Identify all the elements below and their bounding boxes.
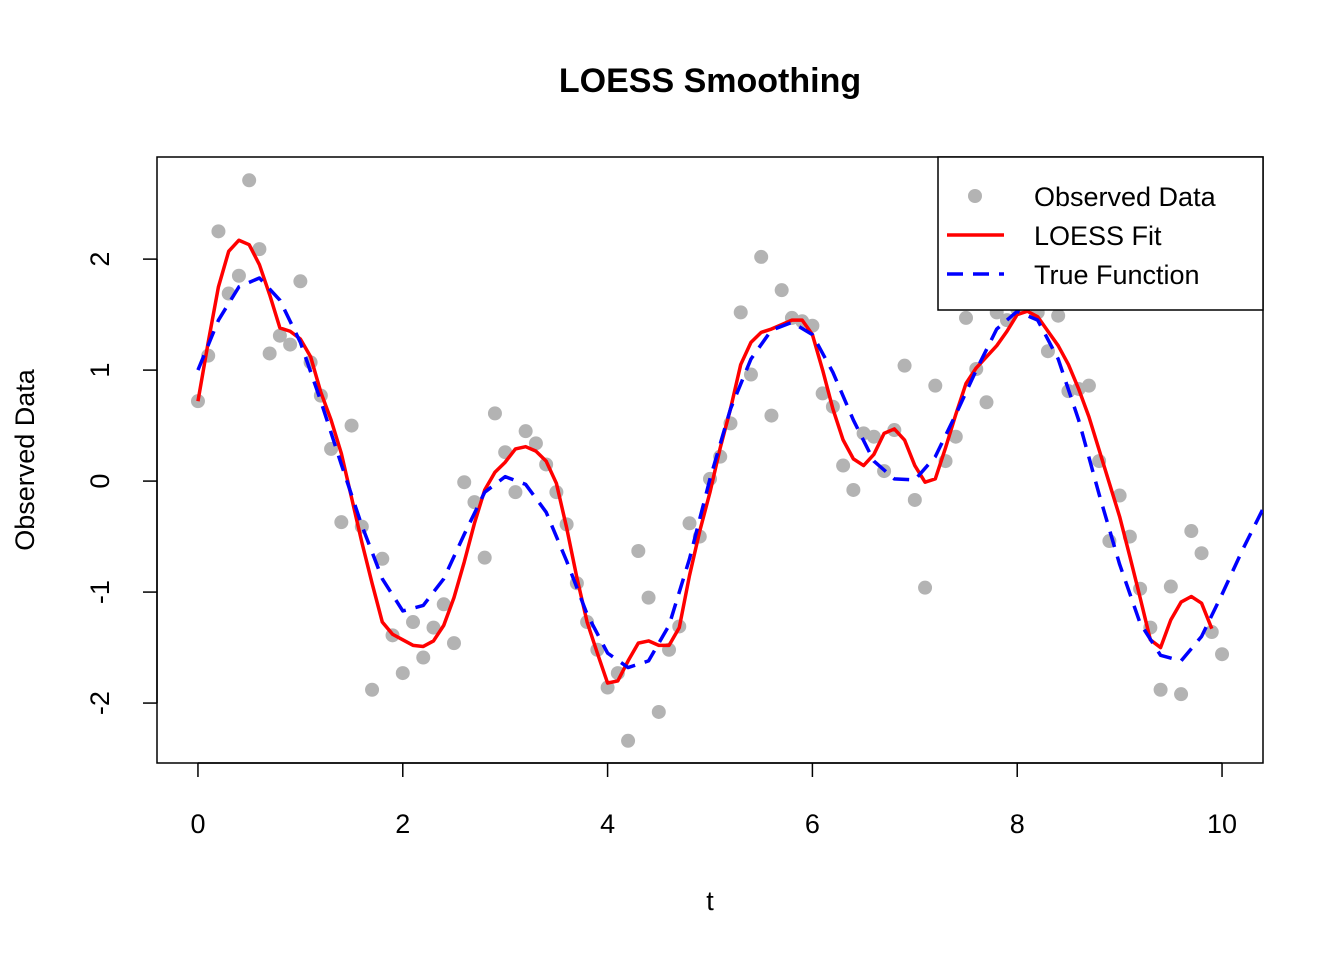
data-point	[682, 516, 697, 531]
data-point	[436, 597, 451, 612]
data-point	[508, 485, 523, 500]
data-point	[528, 436, 543, 451]
data-point	[1163, 579, 1178, 594]
data-line	[196, 238, 1214, 685]
data-point	[1184, 524, 1199, 539]
data-point	[1215, 647, 1230, 662]
y-tick-label: -2	[85, 691, 115, 715]
data-point	[211, 224, 226, 239]
data-point	[959, 310, 974, 325]
data-point	[518, 424, 533, 439]
data-point	[252, 242, 267, 257]
data-point	[344, 418, 359, 433]
y-axis-label: Observed Data	[10, 368, 40, 551]
data-point	[334, 515, 349, 530]
data-point	[1194, 546, 1209, 561]
chart-title: LOESS Smoothing	[559, 62, 861, 100]
data-point	[743, 367, 758, 382]
x-tick-label: 4	[600, 809, 615, 839]
data-point	[651, 704, 666, 719]
data-point	[1174, 687, 1189, 702]
data-point	[1153, 682, 1168, 697]
data-point	[406, 615, 421, 630]
data-point	[262, 346, 277, 361]
data-point	[774, 283, 789, 298]
data-point	[918, 580, 933, 595]
x-tick-label: 2	[395, 809, 410, 839]
x-tick-label: 6	[805, 809, 820, 839]
data-point	[764, 408, 779, 423]
data-point	[375, 551, 390, 566]
legend-label: True Function	[1034, 260, 1200, 290]
data-point	[467, 495, 482, 510]
y-tick-label: 2	[85, 252, 115, 267]
legend-label: LOESS Fit	[1034, 221, 1162, 251]
x-tick-label: 8	[1010, 809, 1025, 839]
data-point	[426, 620, 441, 635]
data-point	[846, 482, 861, 497]
data-point	[948, 429, 963, 444]
x-tick-label: 0	[190, 809, 205, 839]
data-point	[866, 429, 881, 444]
data-point	[928, 378, 943, 393]
data-point	[395, 666, 410, 681]
data-point	[365, 682, 380, 697]
data-point	[979, 395, 994, 410]
data-point	[446, 636, 461, 651]
data-line	[196, 276, 1263, 670]
legend-label: Observed Data	[1034, 182, 1217, 212]
data-point	[631, 544, 646, 559]
data-point	[1051, 308, 1066, 323]
y-tick-label: -1	[85, 580, 115, 604]
data-point	[242, 173, 257, 188]
data-point	[293, 274, 308, 289]
x-axis-label: t	[706, 886, 714, 916]
data-point	[231, 268, 246, 283]
data-point	[457, 475, 472, 490]
data-point	[897, 358, 912, 373]
data-point	[1204, 625, 1219, 640]
data-point	[416, 650, 431, 665]
data-point	[836, 458, 851, 473]
data-point	[1112, 488, 1127, 503]
data-point	[754, 249, 769, 264]
y-tick-label: 0	[85, 474, 115, 489]
data-point	[283, 337, 298, 352]
data-point	[733, 305, 748, 320]
data-point	[477, 550, 492, 565]
data-point	[272, 328, 287, 343]
data-point	[621, 733, 636, 748]
data-point	[641, 590, 656, 605]
x-tick-label: 10	[1207, 809, 1237, 839]
data-point	[907, 492, 922, 507]
data-point	[487, 406, 502, 421]
legend-symbol	[968, 189, 982, 203]
y-tick-label: 1	[85, 363, 115, 378]
data-point	[1081, 378, 1096, 393]
